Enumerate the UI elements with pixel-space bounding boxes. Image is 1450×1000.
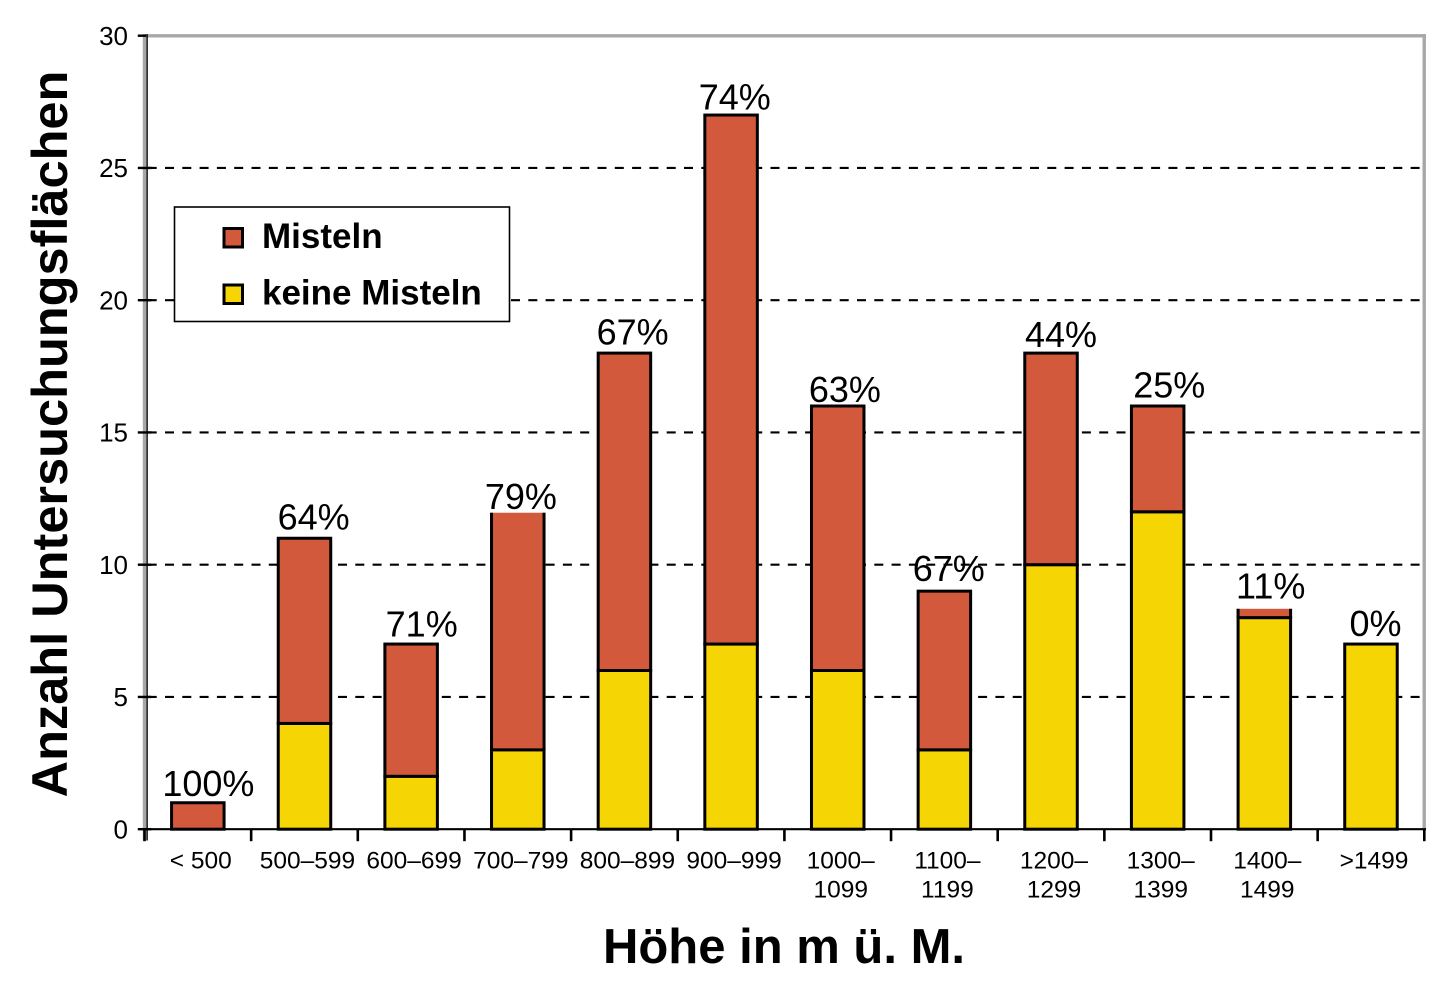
svg-text:5: 5 [114,682,128,712]
svg-text:1299: 1299 [1027,876,1082,903]
svg-text:700–799: 700–799 [473,848,568,875]
svg-text:0%: 0% [1349,603,1401,644]
svg-text:25%: 25% [1133,364,1205,405]
svg-text:74%: 74% [699,77,771,118]
svg-text:25: 25 [99,153,128,183]
svg-text:64%: 64% [278,497,350,538]
svg-text:63%: 63% [809,369,881,410]
svg-text:0: 0 [114,814,128,844]
svg-text:Misteln: Misteln [262,217,383,256]
svg-text:71%: 71% [386,604,458,645]
svg-text:1400–: 1400– [1233,848,1302,875]
svg-text:67%: 67% [913,548,985,589]
svg-text:1200–: 1200– [1020,848,1089,875]
svg-text:79%: 79% [485,476,557,517]
svg-text:20: 20 [99,285,128,315]
svg-text:30: 30 [99,21,128,51]
svg-text:1300–: 1300– [1127,848,1196,875]
svg-text:1000–: 1000– [807,848,876,875]
svg-text:500–599: 500–599 [260,848,355,875]
svg-text:1100–: 1100– [914,848,981,875]
svg-text:1199: 1199 [921,876,974,903]
svg-text:11%: 11% [1236,566,1305,607]
svg-text:15: 15 [99,418,128,448]
svg-text:800–899: 800–899 [580,848,675,875]
svg-text:600–699: 600–699 [366,848,461,875]
svg-text:1099: 1099 [813,876,868,903]
svg-text:>1499: >1499 [1340,848,1409,875]
svg-text:44%: 44% [1025,314,1097,355]
svg-text:Anzahl Untersuchungsflächen: Anzahl Untersuchungsflächen [21,71,78,798]
svg-text:Höhe in m ü. M.: Höhe in m ü. M. [603,920,965,974]
svg-text:900–999: 900–999 [686,848,781,875]
svg-text:< 500: < 500 [170,848,232,875]
svg-text:keine Misteln: keine Misteln [262,274,482,313]
svg-text:10: 10 [99,550,128,580]
svg-text:67%: 67% [597,311,669,352]
svg-text:1499: 1499 [1240,876,1295,903]
svg-text:100%: 100% [162,763,254,804]
svg-text:1399: 1399 [1133,876,1188,903]
